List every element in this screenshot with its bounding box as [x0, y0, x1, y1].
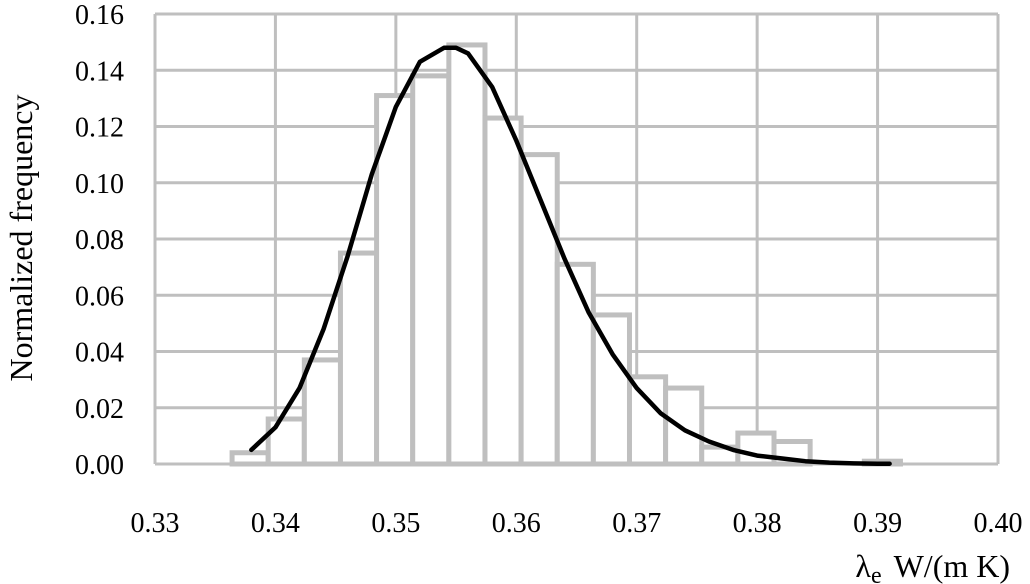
- x-tick-label: 0.39: [853, 508, 902, 539]
- y-tick-labels: 0.00 0.02 0.04 0.06 0.08 0.10 0.12 0.14 0.16: [75, 0, 124, 481]
- y-tick-label: 0.16: [75, 0, 124, 31]
- x-tick-label: 0.37: [612, 508, 661, 539]
- histogram-bar: [446, 42, 488, 467]
- histogram-bar: [265, 416, 307, 467]
- histogram-bar: [735, 430, 777, 467]
- histogram-bar: [626, 374, 669, 467]
- x-axis-symbol: λ: [855, 548, 871, 584]
- histogram-bar: [663, 385, 705, 467]
- x-tick-label: 0.33: [131, 508, 180, 539]
- x-tick-label: 0.38: [733, 508, 782, 539]
- y-axis-title: Normalized frequency: [3, 95, 39, 382]
- y-tick-label: 0.06: [75, 281, 124, 312]
- x-tick-label: 0.40: [974, 508, 1023, 539]
- histogram-bar: [482, 115, 524, 467]
- x-tick-label: 0.35: [371, 508, 420, 539]
- y-tick-label: 0.04: [75, 338, 124, 369]
- histogram-bar: [337, 250, 380, 467]
- x-axis-unit: W/(m K): [894, 548, 1010, 584]
- x-axis-title: λe W/(m K): [855, 548, 1010, 584]
- histogram-bar: [229, 450, 271, 467]
- histogram-bars: [229, 42, 903, 467]
- histogram-bar: [410, 73, 452, 467]
- histogram-bar: [554, 261, 596, 467]
- x-tick-label: 0.36: [492, 508, 541, 539]
- y-tick-label: 0.12: [75, 113, 124, 144]
- x-axis-subscript: e: [871, 563, 882, 584]
- x-tick-labels: 0.33 0.34 0.35 0.36 0.37 0.38 0.39 0.40: [131, 508, 1023, 539]
- x-tick-label: 0.34: [251, 508, 300, 539]
- histogram-bar: [301, 357, 343, 467]
- histogram-bar: [590, 312, 632, 467]
- y-tick-label: 0.02: [75, 394, 124, 425]
- y-tick-label: 0.00: [75, 450, 124, 481]
- y-tick-label: 0.14: [75, 56, 124, 87]
- y-tick-label: 0.10: [75, 169, 124, 200]
- fit-curve: [249, 45, 892, 466]
- y-tick-label: 0.08: [75, 225, 124, 256]
